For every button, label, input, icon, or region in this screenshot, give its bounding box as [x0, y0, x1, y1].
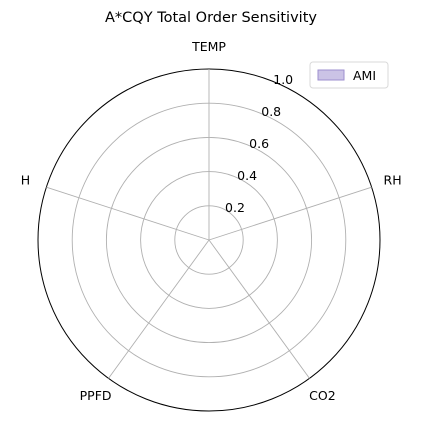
r-tick-label: 0.2 [225, 200, 245, 215]
spoke-ppfd [108, 239, 210, 379]
legend-swatch-ami [317, 69, 345, 81]
axis-label-ppfd: PPFD [80, 388, 112, 403]
radial-tick-labels: 0.2 0.4 0.6 0.8 1.0 [225, 72, 293, 215]
axis-label-rh: RH [384, 172, 402, 187]
legend: AMI [309, 61, 389, 89]
legend-label-ami: AMI [353, 68, 376, 83]
spoke-co2 [208, 239, 310, 379]
radial-grid [37, 68, 381, 412]
axis-label-co2: CO2 [309, 388, 336, 403]
axis-label-temp: TEMP [191, 39, 226, 54]
chart-title: A*CQY Total Order Sensitivity [105, 10, 317, 26]
r-tick-label: 0.8 [261, 104, 281, 119]
axis-labels: TEMP RH CO2 PPFD H [21, 39, 402, 403]
spoke-h [46, 186, 210, 241]
r-tick-label: 0.6 [249, 136, 269, 151]
axis-label-h: H [21, 172, 30, 187]
r-tick-label: 1.0 [273, 72, 293, 87]
legend-frame [309, 61, 389, 89]
r-tick-label: 0.4 [237, 168, 257, 183]
spoke-rh [208, 186, 372, 241]
